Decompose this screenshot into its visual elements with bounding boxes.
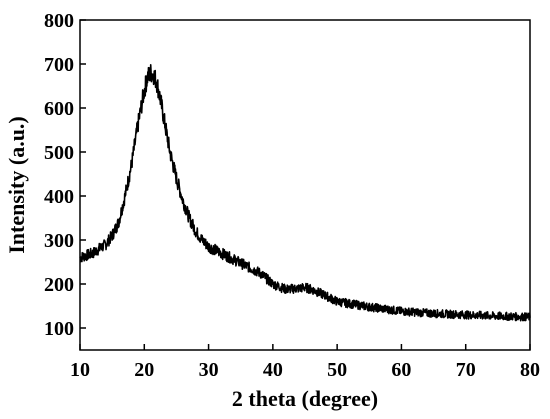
x-tick-label: 20 <box>134 359 154 381</box>
y-axis: 100 200 300 400 500 600 700 800 <box>44 10 86 340</box>
y-tick-label: 700 <box>44 54 74 76</box>
plot-area <box>79 64 531 322</box>
x-tick-label: 70 <box>456 359 476 381</box>
series-line <box>79 64 531 322</box>
y-tick-label: 300 <box>44 230 74 252</box>
y-tick-label: 200 <box>44 274 74 296</box>
x-tick-label: 40 <box>263 359 283 381</box>
x-tick-label: 30 <box>199 359 219 381</box>
y-axis-title: Intensity (a.u.) <box>4 116 29 254</box>
x-tick-label: 10 <box>70 359 90 381</box>
x-axis-title: 2 theta (degree) <box>232 386 378 411</box>
y-tick-label: 600 <box>44 98 74 120</box>
x-axis: 10 20 30 40 50 60 70 80 <box>70 344 540 381</box>
y-tick-label: 100 <box>44 318 74 340</box>
x-tick-label: 60 <box>391 359 411 381</box>
y-tick-label: 500 <box>44 142 74 164</box>
x-tick-label: 80 <box>520 359 540 381</box>
x-tick-label: 50 <box>327 359 347 381</box>
y-tick-label: 800 <box>44 10 74 32</box>
y-tick-label: 400 <box>44 186 74 208</box>
plot-frame <box>79 19 531 351</box>
